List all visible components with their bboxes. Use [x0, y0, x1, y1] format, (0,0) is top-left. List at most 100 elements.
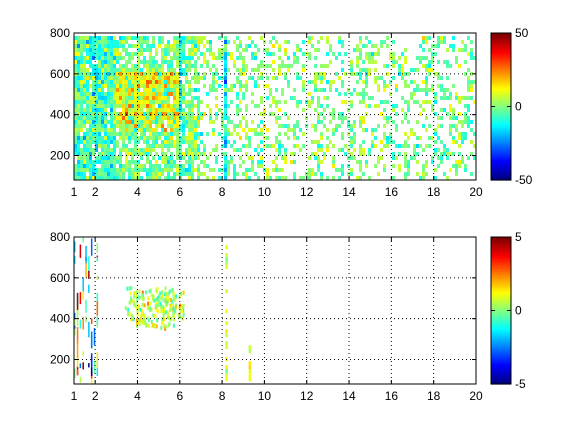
heatmap-cell — [143, 303, 146, 308]
heatmap-cell — [194, 148, 197, 152]
heatmap-cell — [128, 286, 131, 291]
heatmap-cell — [89, 116, 92, 120]
heatmap-cell — [77, 100, 80, 104]
heatmap-cell — [410, 96, 413, 100]
heatmap-cell — [329, 44, 332, 48]
heatmap-cell — [176, 104, 179, 108]
heatmap-cell — [368, 68, 371, 72]
colorbar-step — [491, 294, 511, 298]
heatmap-cell — [182, 44, 185, 48]
heatmap-cell — [122, 40, 125, 44]
heatmap-cell — [77, 84, 80, 88]
heatmap-cell — [146, 80, 149, 84]
heatmap-cell — [200, 76, 203, 80]
heatmap-cell — [362, 80, 365, 84]
heatmap-cell — [248, 361, 252, 366]
heatmap-cell — [101, 40, 104, 44]
heatmap-cell — [341, 40, 344, 44]
heatmap-cell — [86, 112, 89, 116]
heatmap-cell — [119, 136, 122, 140]
heatmap-cell — [203, 148, 206, 152]
heatmap-cell — [248, 44, 251, 48]
heatmap-cell — [347, 156, 350, 160]
heatmap-cell — [269, 92, 272, 96]
heatmap-cell — [188, 40, 191, 44]
heatmap-cell — [281, 88, 284, 92]
heatmap-cell — [164, 300, 167, 305]
heatmap-cell — [128, 68, 131, 72]
heatmap-cell — [425, 84, 428, 88]
heatmap-cell — [191, 156, 194, 160]
heatmap-cell — [98, 144, 101, 148]
heatmap-cell — [86, 156, 89, 160]
heatmap-cell — [191, 44, 194, 48]
heatmap-cell — [161, 140, 164, 144]
heatmap-cell — [377, 88, 380, 92]
heatmap-cell — [77, 176, 80, 180]
heatmap-cell — [245, 136, 248, 140]
heatmap-cell — [164, 56, 167, 60]
heatmap-cell — [107, 92, 110, 96]
heatmap-cell — [225, 265, 228, 270]
heatmap-cell — [158, 136, 161, 140]
colorbar-step — [491, 370, 511, 374]
heatmap-cell — [86, 100, 89, 104]
heatmap-cell — [104, 132, 107, 136]
heatmap-cell — [160, 303, 163, 308]
heatmap-cell — [77, 68, 80, 72]
heatmap-cell — [125, 52, 128, 56]
heatmap-cell — [398, 72, 401, 76]
heatmap-cell — [116, 160, 119, 164]
heatmap-cell — [191, 48, 194, 52]
heatmap-cell — [155, 84, 158, 88]
heatmap-cell — [350, 68, 353, 72]
heatmap-cell — [152, 176, 155, 180]
heatmap-cell — [107, 76, 110, 80]
heatmap-cell — [293, 96, 296, 100]
heatmap-cell — [416, 84, 419, 88]
heatmap-cell — [245, 172, 248, 176]
heatmap-cell — [440, 40, 443, 44]
heatmap-cell — [341, 168, 344, 172]
heatmap-cell — [251, 68, 254, 72]
heatmap-cell — [128, 176, 131, 180]
heatmap-cell — [74, 64, 77, 68]
heatmap-cell — [416, 56, 419, 60]
heatmap-cell — [131, 136, 134, 140]
heatmap-cell — [134, 88, 137, 92]
heatmap-cell — [146, 305, 149, 310]
heatmap-cell — [138, 320, 141, 325]
heatmap-cell — [134, 108, 137, 112]
heatmap-cell — [446, 96, 449, 100]
heatmap-cell — [86, 68, 89, 72]
heatmap-cell — [284, 52, 287, 56]
heatmap-cell — [143, 100, 146, 104]
heatmap-cell — [455, 160, 458, 164]
heatmap-cell — [239, 84, 242, 88]
heatmap-cell — [407, 136, 410, 140]
heatmap-cell — [122, 88, 125, 92]
heatmap-cell — [350, 172, 353, 176]
heatmap-cell — [464, 116, 467, 120]
heatmap-cell — [128, 84, 131, 88]
heatmap-cell — [83, 136, 86, 140]
heatmap-cell — [173, 44, 176, 48]
heatmap-cell — [224, 92, 227, 96]
heatmap-cell — [158, 40, 161, 44]
heatmap-cell — [158, 72, 161, 76]
colorbar-step — [491, 62, 511, 66]
heatmap-cell — [173, 317, 176, 322]
heatmap-cell — [161, 100, 164, 104]
heatmap-cell — [260, 36, 263, 40]
heatmap-cell — [155, 152, 158, 156]
heatmap-cell — [179, 48, 182, 52]
heatmap-cell — [116, 40, 119, 44]
heatmap-cell — [146, 68, 149, 72]
heatmap-cell — [422, 108, 425, 112]
heatmap-cell — [224, 88, 227, 92]
heatmap-cell — [146, 64, 149, 68]
heatmap-cell — [260, 140, 263, 144]
heatmap-cell — [434, 168, 437, 172]
heatmap-cell — [164, 96, 167, 100]
heatmap-cell — [269, 176, 272, 180]
